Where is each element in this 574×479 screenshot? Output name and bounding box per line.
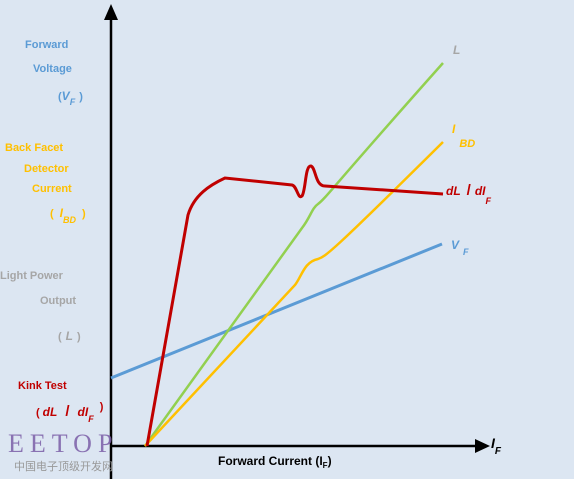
text: ) <box>328 454 332 468</box>
label: ( L) <box>58 329 81 343</box>
text: ) <box>77 331 81 343</box>
text: I <box>491 435 496 451</box>
curve-label: dL / dIF <box>446 182 492 206</box>
text: dI <box>475 184 486 198</box>
label: Detector <box>24 163 69 175</box>
text: ) <box>100 401 104 413</box>
text: I <box>452 122 456 136</box>
text: F <box>88 414 94 424</box>
detector-curve <box>144 141 444 447</box>
label: (VF) <box>58 89 83 107</box>
label: Kink Test <box>18 380 67 392</box>
text: dI <box>78 405 89 419</box>
text: F <box>486 196 492 206</box>
text: ( <box>36 407 40 419</box>
curve-label: IBD <box>452 122 475 150</box>
label: ( IBD) <box>50 206 86 225</box>
text: ( <box>58 331 62 343</box>
text: BD <box>63 215 76 225</box>
text: / <box>65 403 70 420</box>
label: Current <box>32 183 72 195</box>
text: BD <box>459 138 475 150</box>
voltage-curve <box>110 242 443 380</box>
label: Light Power <box>0 270 64 282</box>
text: ( <box>50 208 54 220</box>
watermark-text: 中国电子顶级开发网 <box>14 459 113 473</box>
watermark-logo: EETOP <box>8 429 118 458</box>
text: F <box>323 461 328 470</box>
text: ) <box>82 208 86 220</box>
text: / <box>467 182 472 199</box>
kink-curve <box>145 164 444 447</box>
text: V <box>451 238 460 252</box>
label: Voltage <box>33 63 72 75</box>
text: I <box>60 206 64 220</box>
text: dL <box>43 405 58 419</box>
text: F <box>463 247 469 257</box>
text: dL <box>446 184 461 198</box>
text: V <box>62 89 71 103</box>
x-axis-symbol: IF <box>491 435 502 457</box>
curve-label: L <box>453 43 460 57</box>
text: ) <box>79 91 83 103</box>
text: F <box>70 97 76 107</box>
x-arrow <box>475 439 490 453</box>
text: F <box>495 446 502 457</box>
label: Forward <box>25 39 68 51</box>
text: ( <box>58 91 62 103</box>
y-arrow <box>104 4 118 20</box>
text: Forward Current (I <box>218 454 323 468</box>
light-curve <box>143 62 444 447</box>
label: Back Facet <box>5 142 63 154</box>
label: Output <box>40 295 76 307</box>
text: L <box>66 329 73 343</box>
x-axis-title: Forward Current (IF) <box>218 454 332 470</box>
label: (dL / dIF) <box>36 401 104 424</box>
